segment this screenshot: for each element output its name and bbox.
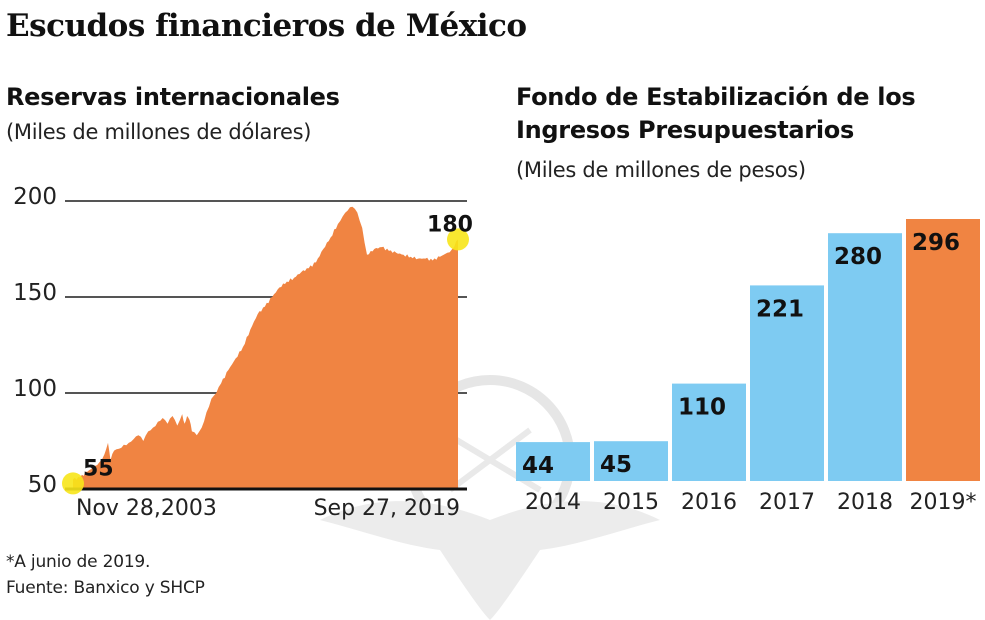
start-value-label: 55 — [83, 456, 114, 481]
bar-value-label: 296 — [912, 230, 960, 256]
footnote-source: Fuente: Banxico y SHCP — [6, 578, 205, 598]
y-tick-label-50: 50 — [28, 472, 57, 498]
start-point-marker — [62, 472, 84, 495]
bar-category-label: 2015 — [603, 490, 659, 515]
y-tick-label-100: 100 — [13, 376, 57, 402]
bar-2017 — [750, 285, 824, 481]
y-tick-label-150: 150 — [13, 280, 57, 306]
bar-category-label: 2014 — [525, 490, 581, 515]
bar-value-label: 221 — [756, 296, 804, 322]
line-chart-subtitle: (Miles de millones de dólares) — [6, 120, 312, 144]
bar-2014 — [516, 442, 590, 481]
end-point-marker — [447, 228, 469, 251]
bar-value-label: 44 — [522, 453, 554, 479]
bar-2018 — [828, 233, 902, 481]
fund-bar-chart: 44 2014 45 2015 110 2016 221 2017 280 2018 296 2019… — [516, 219, 980, 515]
bar-category-label: 2017 — [759, 490, 815, 515]
footnote-note: *A junio de 2019. — [6, 552, 151, 572]
x-tick-label-start: Nov 28,2003 — [76, 496, 217, 521]
bar-value-label: 45 — [600, 452, 632, 478]
bar-category-label: 2018 — [837, 490, 893, 515]
y-tick-label-200: 200 — [13, 184, 57, 210]
bar-chart-subtitle: (Miles de millones de pesos) — [516, 158, 806, 182]
bar-2019 — [906, 219, 980, 481]
bar-value-label: 110 — [678, 395, 726, 421]
reserves-area-chart: 50 100 150 200 55 180 Nov 28,2003 Sep 27, 2… — [13, 184, 473, 521]
bar-2015 — [594, 441, 668, 481]
bar-chart-title-line-2: Ingresos Presupuestarios — [516, 116, 854, 144]
bar-chart-title: Fondo de Estabilización de los Ingresos … — [516, 81, 916, 147]
x-tick-label-end: Sep 27, 2019 — [314, 496, 460, 521]
reserves-area — [73, 206, 458, 490]
bar-category-label: 2019* — [910, 490, 977, 515]
page-title: Escudos financieros de México — [6, 8, 527, 44]
bar-value-label: 280 — [834, 244, 882, 270]
bar-chart-title-line-1: Fondo de Estabilización de los — [516, 83, 916, 111]
end-value-label: 180 — [427, 212, 473, 237]
bar-category-label: 2016 — [681, 490, 737, 515]
line-chart-title: Reservas internacionales — [6, 83, 340, 111]
bar-2016 — [672, 383, 746, 481]
